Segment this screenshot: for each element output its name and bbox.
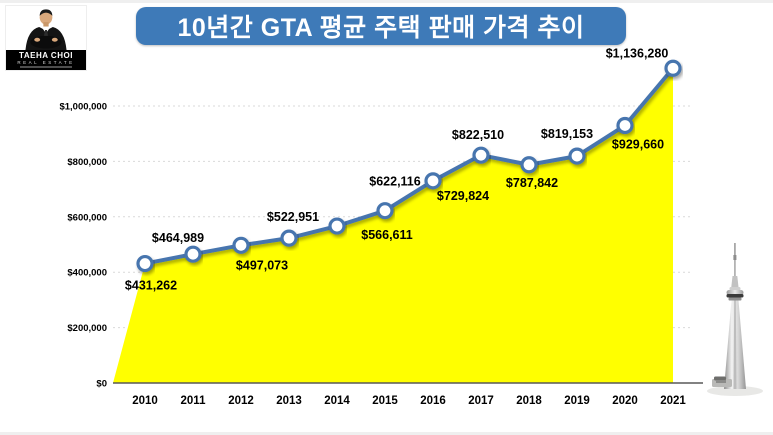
x-axis-tick-label: 2012	[228, 395, 254, 407]
y-axis-tick-label: $200,000	[67, 323, 107, 334]
data-label-2020: $929,660	[612, 137, 664, 151]
x-axis-tick-label: 2020	[612, 395, 638, 407]
data-point-marker-2013	[280, 229, 298, 247]
data-label-2021: $1,136,280	[606, 46, 669, 60]
logo-band: TAEHA CHOI REAL ESTATE	[6, 50, 86, 70]
data-label-2015: $622,116	[369, 175, 420, 189]
data-point-marker-2012	[232, 236, 250, 254]
y-axis-tick-label: $400,000	[67, 268, 107, 279]
data-point-marker-2018	[520, 156, 538, 174]
logo-subtitle: REAL ESTATE	[17, 60, 75, 65]
logo-fineprint	[20, 66, 72, 68]
data-label-2011: $464,989	[152, 231, 204, 245]
x-axis-tick-label: 2016	[420, 395, 446, 407]
price-trend-chart: $0 $200,000 $400,000 $600,000 $800,000 $1,000…	[59, 46, 703, 407]
x-axis-tick-label: 2019	[564, 395, 590, 407]
data-point-marker-2017	[472, 146, 490, 164]
data-label-2017: $822,510	[452, 128, 504, 142]
realtor-photo	[6, 6, 86, 50]
cn-tower-image	[707, 243, 763, 396]
data-label-2013: $522,951	[267, 210, 319, 224]
x-axis-tick-label: 2013	[276, 395, 302, 407]
data-label-2012: $497,073	[236, 258, 288, 272]
realtor-logo: TAEHA CHOI REAL ESTATE	[6, 6, 86, 70]
y-axis-tick-label: $600,000	[67, 212, 107, 223]
area-fill	[113, 68, 673, 384]
data-label-2016: $729,824	[437, 189, 489, 203]
y-axis-tick-label: $800,000	[67, 157, 107, 168]
y-axis-tick-label: $0	[96, 379, 107, 390]
data-label-2018: $787,842	[506, 176, 558, 190]
data-point-marker-2019	[568, 147, 586, 165]
data-label-2010: $431,262	[125, 279, 177, 293]
logo-name: TAEHA CHOI	[19, 51, 73, 60]
x-axis-tick-label: 2014	[324, 395, 350, 407]
data-label-2014: $566,611	[361, 228, 412, 242]
data-point-marker-2014	[328, 217, 346, 235]
y-axis-tick-label: $1,000,000	[59, 102, 107, 113]
page-title: 10년간 GTA 평균 주택 판매 가격 추이	[136, 7, 626, 45]
x-axis-tick-label: 2018	[516, 395, 542, 407]
data-point-marker-2010	[136, 254, 154, 273]
x-axis-tick-label: 2011	[181, 395, 207, 407]
x-axis-tick-label: 2015	[372, 395, 398, 407]
data-label-2019: $819,153	[541, 127, 593, 141]
data-point-marker-2020	[616, 116, 634, 135]
x-axis-tick-label: 2021	[660, 395, 686, 407]
data-point-marker-2011	[184, 245, 202, 263]
data-point-marker-2021	[664, 59, 682, 77]
x-axis-tick-label: 2017	[468, 395, 494, 407]
data-point-marker-2016	[424, 172, 442, 190]
x-axis-tick-label: 2010	[132, 395, 158, 407]
data-point-marker-2015	[376, 202, 394, 220]
